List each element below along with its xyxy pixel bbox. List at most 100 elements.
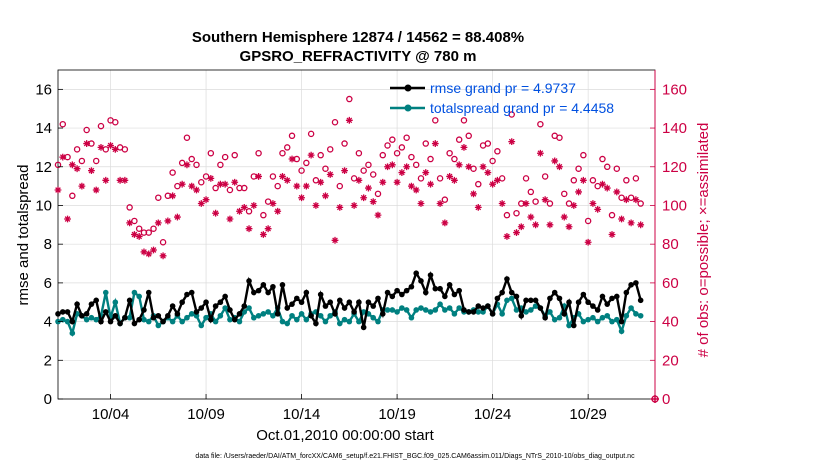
obs-assimilated-point — [465, 163, 473, 171]
rmse-point — [508, 289, 515, 296]
totalspread-point — [580, 318, 587, 325]
obs-assimilated-point — [250, 202, 258, 209]
totalspread-point — [155, 322, 162, 329]
rmse-point — [107, 318, 114, 325]
obs-possible-point — [441, 196, 449, 203]
rmse-point — [499, 289, 505, 296]
totalspread-point — [609, 318, 615, 325]
obs-assimilated-point — [240, 204, 248, 211]
obs-assimilated-point — [221, 180, 229, 188]
rmse-point — [537, 305, 544, 311]
rmse-point — [389, 293, 396, 300]
obs-assimilated-point — [131, 231, 138, 238]
totalspread-point — [141, 316, 147, 323]
totalspread-point — [451, 311, 458, 317]
rmse-point — [360, 324, 367, 331]
obs-assimilated-point — [384, 163, 391, 171]
rmse-point — [513, 293, 520, 300]
rmse-point — [494, 295, 501, 302]
obs-possible-point — [494, 148, 501, 155]
obs-assimilated-point — [560, 213, 568, 221]
obs-possible-point — [193, 161, 200, 169]
totalspread-point — [413, 307, 420, 313]
rmse-point — [203, 299, 209, 306]
totalspread-point — [437, 301, 443, 307]
obs-assimilated-point — [398, 169, 406, 176]
rmse-point — [518, 312, 525, 319]
rmse-point — [241, 303, 248, 309]
rmse-point — [399, 291, 405, 298]
totalspread-point — [528, 307, 534, 313]
rmse-point — [413, 270, 420, 277]
obs-possible-point — [92, 157, 100, 165]
rmse-point — [98, 318, 104, 325]
rmse-point — [59, 309, 66, 315]
obs-possible-point — [580, 151, 587, 159]
rmse-point — [260, 282, 267, 288]
rmse-point — [74, 301, 80, 307]
rmse-point — [303, 289, 310, 296]
rmse-point — [336, 297, 343, 304]
obs-possible-point — [188, 155, 195, 163]
y-right-tick-label: 40 — [662, 314, 679, 331]
obs-assimilated-point — [64, 215, 71, 223]
rmse-point — [313, 320, 319, 327]
rmse-point — [379, 311, 386, 317]
rmse-point — [384, 289, 391, 296]
y-tick-label: 10 — [35, 197, 52, 214]
rmse-point — [356, 299, 362, 306]
y-right-tick-label: 140 — [662, 120, 687, 137]
obs-assimilated-point — [637, 221, 645, 229]
totalspread-point — [623, 312, 630, 319]
obs-assimilated-point — [245, 225, 253, 233]
totalspread-point — [222, 305, 228, 311]
rmse-point — [198, 305, 205, 311]
obs-possible-point — [159, 238, 167, 246]
obs-assimilated-point — [121, 176, 129, 184]
obs-possible-point — [412, 161, 420, 169]
obs-possible-point — [365, 161, 372, 169]
totalspread-point — [403, 307, 410, 313]
rmse-point — [322, 303, 329, 309]
rmse-point — [633, 280, 639, 286]
rmse-point — [609, 295, 615, 302]
y-right-tick-label: 20 — [662, 352, 679, 369]
obs-possible-point — [503, 211, 511, 219]
obs-assimilated-point — [298, 194, 305, 202]
rmse-point — [222, 293, 228, 300]
obs-possible-point — [455, 136, 463, 143]
obs-assimilated-point — [236, 207, 243, 215]
obs-assimilated-point — [608, 231, 616, 238]
obs-possible-point — [169, 169, 176, 176]
obs-possible-point — [274, 182, 281, 190]
rmse-point — [351, 309, 357, 315]
rmse-point — [184, 291, 190, 298]
rmse-point — [370, 303, 377, 309]
totalspread-point — [566, 322, 572, 329]
obs-possible-point — [522, 175, 530, 182]
obs-possible-point — [331, 119, 339, 126]
rmse-point — [117, 320, 123, 327]
obs-assimilated-point — [455, 161, 463, 169]
rmse-point — [594, 307, 601, 313]
rmse-point — [193, 309, 200, 315]
rmse-point — [456, 287, 462, 294]
rmse-point — [150, 314, 157, 321]
totalspread-point — [64, 318, 71, 325]
totalspread-point — [169, 318, 176, 325]
rmse-point — [69, 318, 76, 325]
y-tick-label: 4 — [44, 314, 52, 331]
obs-assimilated-point — [451, 176, 458, 184]
obs-assimilated-point — [54, 186, 62, 194]
x-tick-label: 10/14 — [283, 406, 321, 423]
chart-subtitle: GPSRO_REFRACTIVITY @ 780 m — [240, 48, 477, 65]
obs-assimilated-point — [279, 173, 286, 180]
obs-possible-point — [465, 132, 472, 140]
rmse-point — [556, 295, 563, 302]
obs-assimilated-point — [427, 180, 434, 188]
obs-assimilated-point — [603, 184, 611, 192]
y-tick-label: 12 — [35, 159, 52, 176]
rmse-point — [251, 289, 257, 296]
obs-possible-point — [78, 157, 86, 165]
totalspread-point — [255, 312, 262, 319]
